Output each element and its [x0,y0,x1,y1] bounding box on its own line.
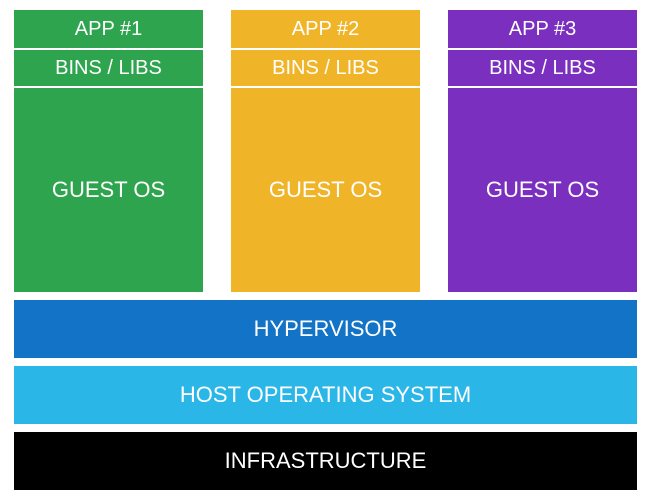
virtualization-diagram: APP #1 BINS / LIBS GUEST OS APP #2 BINS … [0,0,651,501]
vm-2: APP #2 BINS / LIBS GUEST OS [231,10,420,292]
hypervisor-layer: HYPERVISOR [14,300,637,358]
vm-row: APP #1 BINS / LIBS GUEST OS APP #2 BINS … [14,10,637,292]
vm-2-guest-label: GUEST OS [269,177,382,203]
vm-3-app-layer: APP #3 [448,10,637,50]
vm-1-bins-layer: BINS / LIBS [14,50,203,88]
vm-1-bins-label: BINS / LIBS [55,57,162,80]
vm-2-app-label: APP #2 [292,18,359,41]
vm-3-guest-layer: GUEST OS [448,88,637,292]
vm-1-guest-layer: GUEST OS [14,88,203,292]
vm-3-bins-layer: BINS / LIBS [448,50,637,88]
host-os-label: HOST OPERATING SYSTEM [180,382,471,408]
vm-1-guest-label: GUEST OS [52,177,165,203]
infrastructure-label: INFRASTRUCTURE [225,448,427,474]
vm-3-guest-label: GUEST OS [486,177,599,203]
vm-2-bins-layer: BINS / LIBS [231,50,420,88]
hypervisor-label: HYPERVISOR [254,316,398,342]
vm-1-app-label: APP #1 [75,18,142,41]
vm-3-app-label: APP #3 [509,18,576,41]
vm-1-app-layer: APP #1 [14,10,203,50]
vm-1: APP #1 BINS / LIBS GUEST OS [14,10,203,292]
infrastructure-layer: INFRASTRUCTURE [14,432,637,490]
vm-2-guest-layer: GUEST OS [231,88,420,292]
vm-3: APP #3 BINS / LIBS GUEST OS [448,10,637,292]
host-os-layer: HOST OPERATING SYSTEM [14,366,637,424]
vm-3-bins-label: BINS / LIBS [489,57,596,80]
vm-2-bins-label: BINS / LIBS [272,57,379,80]
vm-2-app-layer: APP #2 [231,10,420,50]
